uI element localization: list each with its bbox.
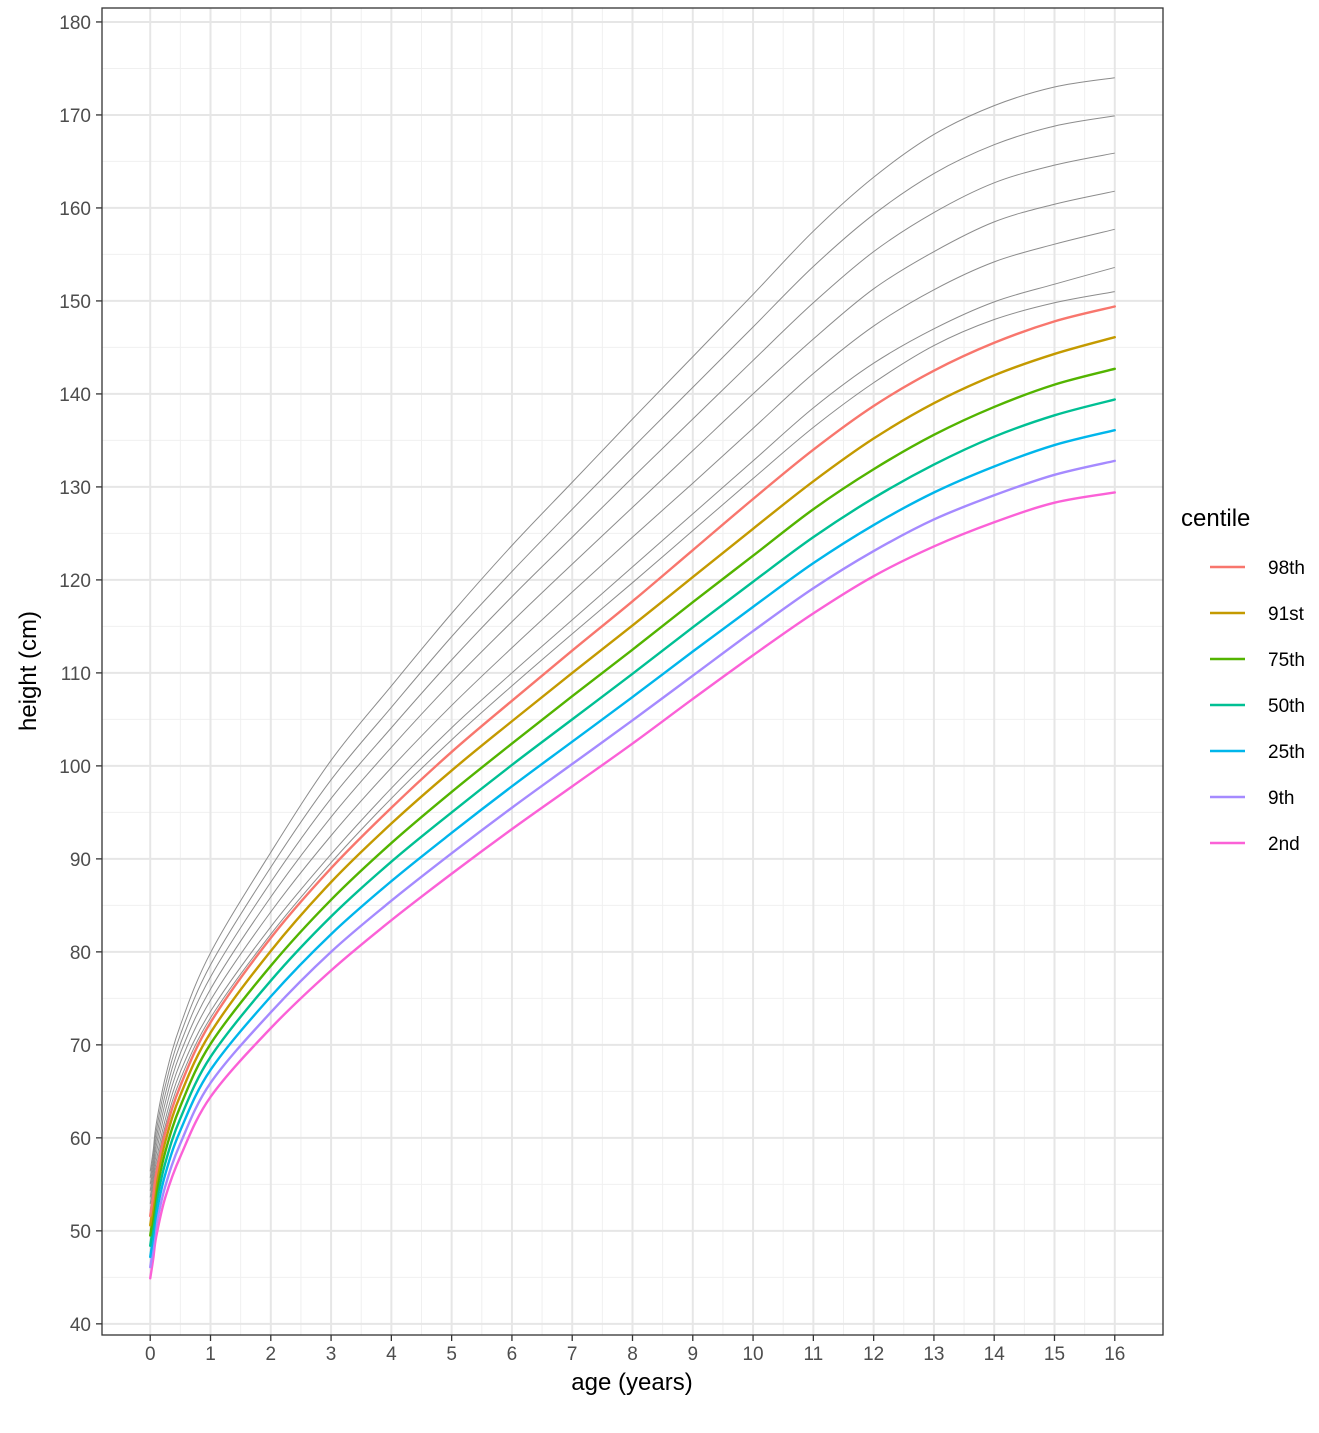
legend-label-91st: 91st [1268,604,1305,625]
y-tick-label: 160 [59,199,91,220]
x-tick-label: 7 [567,1344,578,1365]
x-axis-title: age (years) [571,1369,692,1396]
grid-major [102,8,1163,1335]
reference-line-6 [149,266,1115,1204]
x-tick-label: 5 [446,1344,457,1365]
y-tick-label: 120 [59,571,91,592]
legend-label-25th: 25th [1268,742,1305,763]
legend-label-2nd: 2nd [1268,834,1300,855]
reference-line-1 [149,190,1115,1191]
x-axis: 0 1 2 3 4 5 6 7 8 9 10 11 12 13 14 15 16 [145,1335,1125,1365]
y-tick-label: 80 [70,943,91,964]
reference-line-7 [149,291,1115,1211]
y-axis: 40 50 60 70 80 90 100 110 120 130 140 150 160 170 180 [59,13,102,1336]
x-tick-label: 16 [1104,1344,1125,1365]
series-line-98th [149,305,1116,1218]
x-tick-label: 4 [386,1344,397,1365]
reference-line-3 [149,115,1115,1178]
x-tick-label: 3 [326,1344,337,1365]
y-tick-label: 170 [59,106,91,127]
x-tick-label: 9 [687,1344,698,1365]
legend-label-50th: 50th [1268,696,1305,717]
legend-label-75th: 75th [1268,650,1305,671]
series-line-2nd [149,491,1116,1280]
series-line-75th [149,367,1116,1237]
y-tick-label: 50 [70,1222,91,1243]
y-tick-label: 130 [59,478,91,499]
y-tick-label: 40 [70,1315,91,1336]
legend: centile 98th 91st 75th 50th 25th 9th 2nd [1181,505,1305,855]
reference-line-2 [149,152,1115,1185]
reference-line-5 [149,228,1115,1198]
y-tick-label: 70 [70,1036,91,1057]
series-line-91st [149,335,1116,1227]
legend-title: centile [1181,505,1250,532]
x-tick-label: 2 [266,1344,277,1365]
legend-label-9th: 9th [1268,788,1294,809]
legend-label-98th: 98th [1268,558,1305,579]
series-line-50th [149,398,1116,1247]
y-tick-label: 180 [59,13,91,34]
x-tick-label: 0 [145,1344,156,1365]
series-line-9th [149,459,1116,1269]
reference-centile-lines [149,77,1115,1211]
y-tick-label: 100 [59,757,91,778]
x-tick-label: 10 [742,1344,763,1365]
centile-series-lines [149,305,1116,1280]
x-tick-label: 8 [627,1344,638,1365]
y-tick-label: 150 [59,292,91,313]
reference-line-4 [149,77,1115,1172]
series-line-25th [149,428,1116,1259]
y-tick-label: 60 [70,1129,91,1150]
y-tick-label: 90 [70,850,91,871]
y-axis-title: height (cm) [15,611,42,731]
x-tick-label: 15 [1044,1344,1065,1365]
x-tick-label: 1 [205,1344,216,1365]
x-tick-label: 12 [863,1344,884,1365]
x-tick-label: 6 [507,1344,518,1365]
x-tick-label: 11 [803,1344,823,1365]
y-tick-label: 140 [59,385,91,406]
x-tick-label: 13 [923,1344,944,1365]
x-tick-label: 14 [984,1344,1006,1365]
y-tick-label: 110 [61,664,91,685]
